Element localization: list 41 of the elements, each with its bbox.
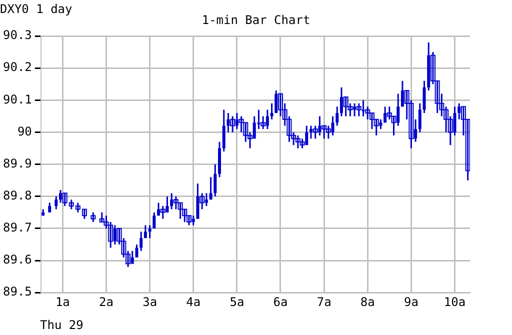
- x-tick-label: 7a: [316, 294, 332, 309]
- candlestick: [270, 102, 274, 120]
- candlestick: [230, 115, 236, 133]
- x-tick-label: 5a: [230, 294, 244, 309]
- y-tick-label: 89.5: [2, 284, 32, 299]
- x-tick-label: 3a: [142, 294, 158, 309]
- candlestick: [336, 106, 339, 127]
- y-tick-label: 89.6: [2, 252, 32, 267]
- x-tick-label: 8a: [360, 294, 375, 309]
- candlestick: [222, 109, 226, 152]
- candlestick: [160, 205, 166, 220]
- candlestick: [48, 202, 52, 214]
- candlestick: [54, 196, 58, 210]
- candlestick: [238, 115, 244, 133]
- x-tick-label: 4a: [186, 294, 201, 309]
- candlestick: [152, 212, 156, 230]
- candlestick: [90, 212, 96, 223]
- y-tick-label: 89.9: [2, 156, 32, 170]
- candlestick: [144, 224, 147, 239]
- y-tick-label: 90.1: [2, 92, 32, 106]
- candlestick: [214, 164, 217, 198]
- y-tick-label: 89.7: [2, 220, 32, 235]
- text: Thu 29: [40, 318, 84, 332]
- chart-subtitle: DXY0 1 day: [0, 2, 72, 16]
- y-tick-label: 90.3: [2, 28, 32, 42]
- x-tick-label: 1a: [55, 294, 70, 309]
- chart-title: 1-min Bar Chart: [202, 13, 310, 27]
- candlestick: [418, 102, 422, 133]
- candlestick: [422, 80, 426, 114]
- candlestick: [135, 244, 138, 258]
- y-tick-label: 90: [17, 124, 32, 138]
- x-tick-label: 2a: [99, 294, 114, 309]
- candlestick: [209, 176, 212, 200]
- x-tick-label: 9a: [404, 294, 418, 309]
- x-tick-label: 10a: [444, 294, 466, 309]
- candlestick: [148, 224, 152, 239]
- candlestick: [140, 230, 143, 252]
- y-tick-label: 90.2: [2, 60, 32, 74]
- candlestick: [356, 102, 362, 117]
- x-tick-label: 6a: [273, 294, 288, 309]
- y-tick-label: 89.8: [2, 188, 32, 202]
